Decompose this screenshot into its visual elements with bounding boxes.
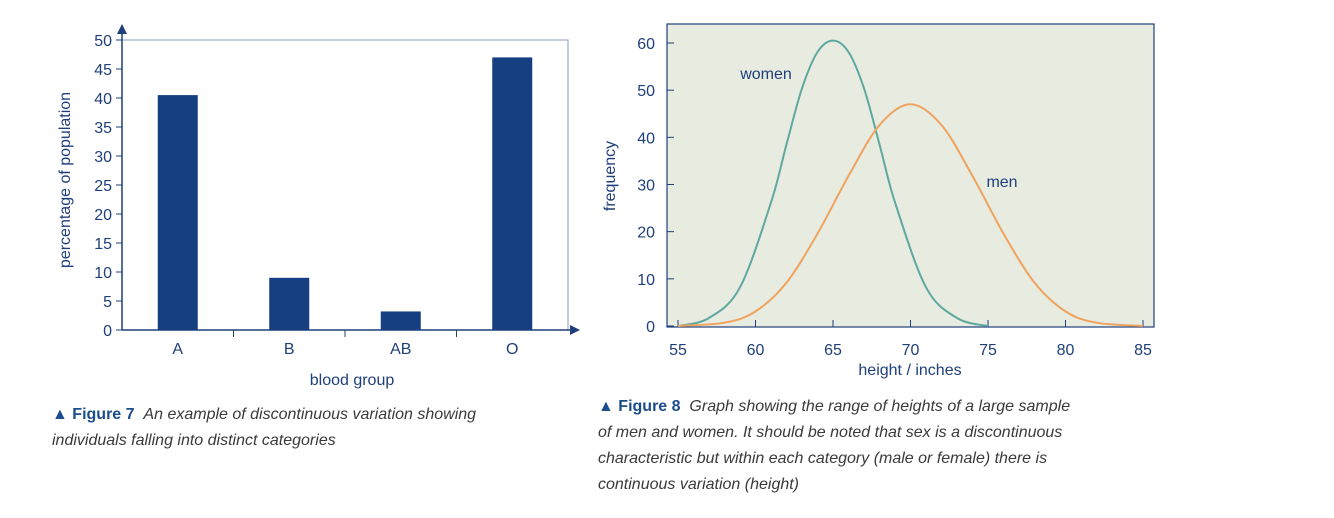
line-y-tick-label: 20	[637, 225, 655, 242]
line-y-axis-label: frequency	[602, 141, 619, 211]
bar-y-tick-label: 20	[94, 207, 112, 224]
bar-y-tick-label: 30	[94, 149, 112, 166]
triangle-icon: ▲	[52, 406, 68, 423]
figure-7-caption: ▲ Figure 7 An example of discontinuous v…	[52, 402, 572, 454]
women-series-label: women	[739, 66, 792, 83]
figure-8-text-line3: characteristic but within each category …	[598, 450, 1048, 467]
line-x-tick-label: 75	[979, 342, 997, 359]
figure-7-label: Figure 7	[72, 406, 135, 423]
bar-b	[269, 277, 310, 330]
line-x-tick-label: 60	[747, 342, 765, 359]
line-x-axis-label: height / inches	[858, 362, 961, 379]
men-curve	[677, 103, 1144, 327]
bar-o	[492, 57, 533, 331]
line-y-tick-label: 50	[637, 83, 655, 100]
line-x-tick-label: 65	[824, 342, 842, 359]
bar-x-axis-label: blood group	[310, 372, 395, 389]
bar-y-tick-label: 5	[103, 294, 112, 311]
bar-x-tick-label: A	[172, 341, 183, 358]
line-x-tick-label: 85	[1134, 342, 1152, 359]
figure-8-text-line2: of men and women. It should be noted tha…	[598, 424, 1063, 441]
bar-y-tick-label: 35	[94, 120, 112, 137]
line-y-tick-label: 30	[637, 178, 655, 195]
men-series-label: men	[986, 174, 1017, 191]
bar-y-tick-label: 25	[94, 178, 112, 195]
triangle-icon: ▲	[598, 398, 614, 415]
bar-a	[157, 95, 198, 330]
line-x-tick-label: 70	[902, 342, 920, 359]
line-y-tick-label: 60	[637, 36, 655, 53]
bar-ab	[380, 311, 421, 330]
figure-8-label: Figure 8	[618, 398, 681, 415]
bar-x-axis-arrow	[570, 325, 580, 335]
bar-y-tick-label: 0	[103, 323, 112, 340]
bar-x-tick-label: B	[284, 341, 295, 358]
bar-y-tick-label: 45	[94, 62, 112, 79]
line-y-tick-label: 40	[637, 130, 655, 147]
figure-7-text-line2: individuals falling into distinct catego…	[52, 432, 336, 449]
women-curve	[677, 39, 989, 327]
line-x-tick-label: 80	[1057, 342, 1075, 359]
line-y-tick-label: 10	[637, 272, 655, 289]
bar-y-tick-label: 50	[94, 33, 112, 50]
figure-7-text-line1: An example of discontinuous variation sh…	[143, 406, 477, 423]
bar-y-axis-arrow	[117, 24, 127, 34]
line-chart: 0 10 20 30 40 50 60 55 60 65 70 75 80 85 height / in…	[602, 23, 1155, 379]
bar-x-tick-label: O	[506, 341, 518, 358]
bar-y-axis-label: percentage of population	[57, 92, 74, 268]
line-y-tick-label: 0	[646, 319, 655, 336]
figure-8-text-line4: continuous variation (height)	[598, 476, 800, 493]
bar-y-tick-label: 10	[94, 265, 112, 282]
line-x-tick-label: 55	[669, 342, 687, 359]
line-chart-plot-area	[666, 23, 1155, 328]
bar-y-tick-label: 15	[94, 236, 112, 253]
figure-8-text-line1: Graph showing the range of heights of a …	[689, 398, 1071, 415]
bar-y-tick-label: 40	[94, 91, 112, 108]
bar-x-tick-label: AB	[390, 341, 411, 358]
figure-8-caption: ▲ Figure 8 Graph showing the range of he…	[598, 394, 1178, 498]
